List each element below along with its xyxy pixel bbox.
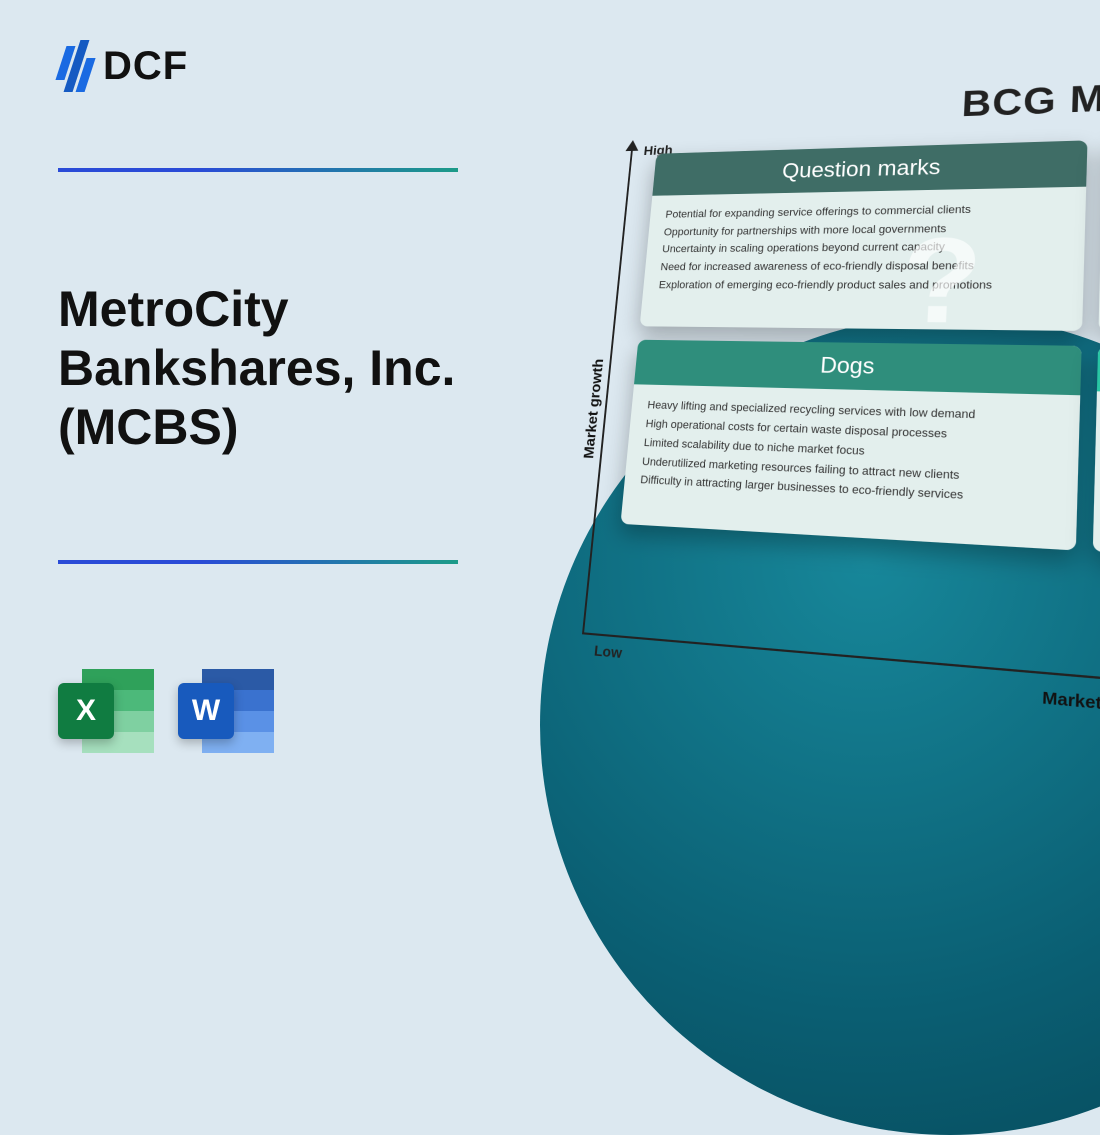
x-axis-label: Market share xyxy=(1042,688,1100,719)
y-axis-arrow-icon xyxy=(625,140,639,151)
x-axis xyxy=(582,632,1100,694)
dcf-logo-text: DCF xyxy=(103,44,188,89)
excel-icon[interactable]: X xyxy=(58,663,154,759)
qm-line: Need for increased awareness of eco-frie… xyxy=(660,257,1066,277)
dcf-logo: DCF xyxy=(60,40,188,92)
card-dogs: Dogs Heavy lifting and specialized recyc… xyxy=(620,340,1081,550)
word-icon[interactable]: W xyxy=(178,663,274,759)
y-axis-low-label: Low xyxy=(593,642,622,661)
card-cash-cows-body: Pay-per-volu Subscriptio Establishe Mini… xyxy=(1093,392,1100,563)
bcg-matrix-title: BCG MATRIX xyxy=(961,72,1100,126)
card-question-marks: Question marks ? Potential for expanding… xyxy=(640,140,1088,331)
dcf-logo-icon xyxy=(52,40,102,92)
card-question-marks-body: ? Potential for expanding service offeri… xyxy=(641,187,1086,315)
file-icons-row: X W xyxy=(58,663,274,759)
qm-line: Uncertainty in scaling operations beyond… xyxy=(661,237,1066,259)
card-cash-cows: Pay-per-volu Subscriptio Establishe Mini… xyxy=(1093,347,1100,564)
divider-bottom xyxy=(58,560,458,564)
bcg-grid: Question marks ? Potential for expanding… xyxy=(620,134,1100,564)
excel-icon-letter: X xyxy=(58,683,114,739)
qm-line: Exploration of emerging eco-friendly pro… xyxy=(658,276,1065,295)
word-icon-letter: W xyxy=(178,683,234,739)
divider-top xyxy=(58,168,458,172)
bcg-matrix: BCG MATRIX High Low Market growth Market… xyxy=(571,115,1100,758)
page-title: MetroCity Bankshares, Inc. (MCBS) xyxy=(58,280,518,457)
card-dogs-body: Heavy lifting and specialized recycling … xyxy=(622,385,1080,533)
